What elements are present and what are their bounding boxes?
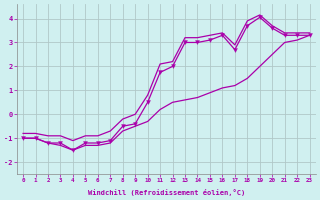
X-axis label: Windchill (Refroidissement éolien,°C): Windchill (Refroidissement éolien,°C) [88,189,245,196]
